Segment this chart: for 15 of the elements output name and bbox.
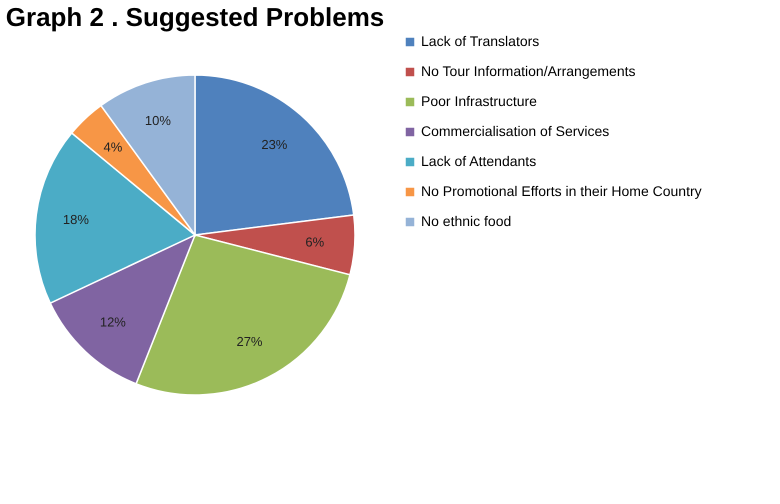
legend-label: Lack of Attendants — [421, 153, 536, 169]
data-label: 18% — [62, 212, 90, 227]
legend-label: Poor Infrastructure — [421, 93, 538, 109]
legend-label: No ethnic food — [421, 213, 512, 229]
legend-label: Commercialisation of Services — [421, 123, 610, 139]
data-label: 23% — [261, 136, 288, 152]
legend-label: No Promotional Efforts in their Home Country — [421, 183, 702, 199]
legend-label: Lack of Translators — [421, 33, 540, 49]
data-label: 27% — [236, 334, 263, 349]
data-label: 10% — [144, 112, 172, 128]
legend-label: No Tour Information/Arrangements — [421, 63, 636, 79]
data-label: 12% — [100, 314, 126, 330]
data-label: 6% — [305, 234, 325, 250]
chart-title: Graph 2 . Suggested Problems — [6, 2, 384, 32]
data-label: 4% — [103, 140, 123, 155]
